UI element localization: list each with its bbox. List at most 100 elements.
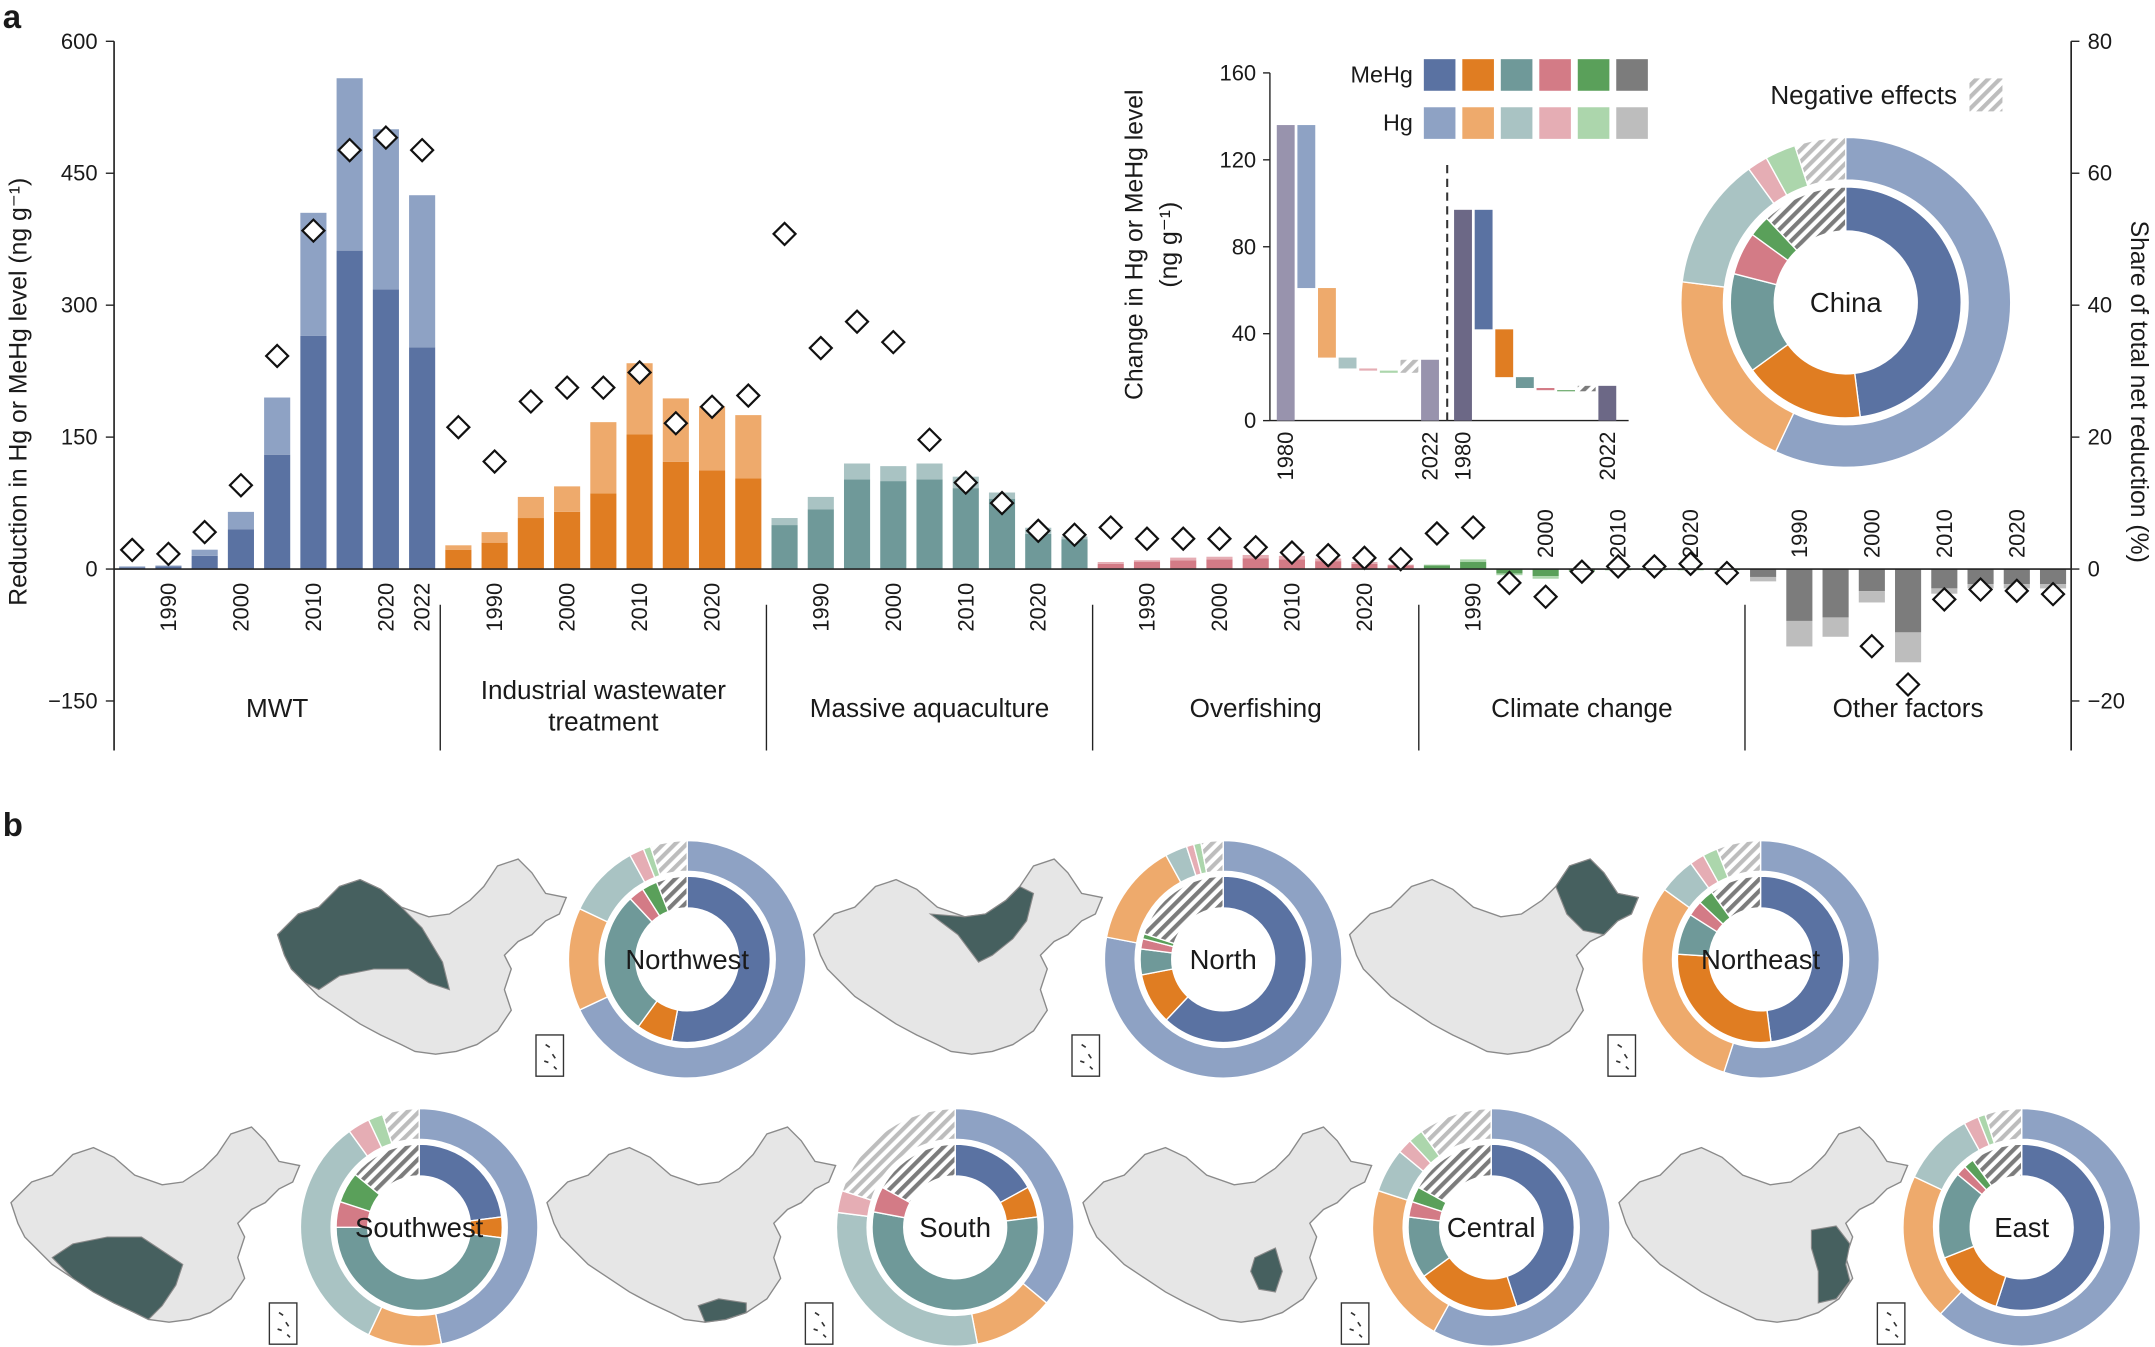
waterfall-end xyxy=(1421,359,1439,421)
bar-mehg xyxy=(1170,560,1197,570)
donut-segment xyxy=(1420,1107,1492,1158)
x-tick-label: 2010 xyxy=(1279,583,1304,632)
bar-mehg xyxy=(880,481,907,570)
bar-hg xyxy=(264,397,291,455)
bar-mehg xyxy=(807,509,834,570)
china-outline xyxy=(1618,1126,1909,1323)
share-marker xyxy=(1206,526,1233,552)
bar-hg xyxy=(481,532,508,543)
china-outline xyxy=(812,858,1104,1055)
bar-mehg xyxy=(771,525,798,570)
donut-segment xyxy=(1845,186,1962,418)
legend-label: Hg xyxy=(1383,109,1413,135)
donut-segment xyxy=(1103,839,1343,1079)
share-marker xyxy=(337,137,363,163)
share-marker xyxy=(1895,671,1921,698)
bar-mehg xyxy=(699,470,726,570)
x-tick-label: 2000 xyxy=(1207,583,1232,632)
bar-hg xyxy=(1423,564,1450,566)
bar-hg xyxy=(191,549,218,556)
share-marker xyxy=(518,388,544,415)
donut-segment xyxy=(381,1107,420,1145)
donut-label: Northeast xyxy=(1701,944,1820,975)
bar-mehg xyxy=(336,250,363,570)
region-highlight xyxy=(276,879,451,991)
bar-hg xyxy=(227,511,254,530)
x-tick-label: 2000 xyxy=(1859,509,1884,558)
bar-mehg xyxy=(554,511,581,570)
share-marker xyxy=(192,519,218,545)
x-tick-label: 1990 xyxy=(808,583,833,632)
share-marker xyxy=(1859,633,1885,659)
y2-tick-label: 80 xyxy=(2088,29,2112,54)
bar-mehg xyxy=(445,549,472,570)
x-tick-label: 2010 xyxy=(953,583,978,632)
legend-swatch xyxy=(1616,107,1648,139)
waterfall-step xyxy=(1495,329,1514,378)
y-tick-label: −150 xyxy=(48,688,97,713)
region-map xyxy=(1618,1126,1909,1345)
y2-tick-label: 0 xyxy=(2088,557,2100,582)
x-tick-label: 1990 xyxy=(156,583,181,632)
waterfall-step xyxy=(1515,377,1534,389)
inset-y-tick-label: 40 xyxy=(1232,321,1256,346)
donut-label: Southwest xyxy=(355,1212,484,1243)
bar-mehg xyxy=(735,478,762,570)
islands xyxy=(1885,1311,1899,1338)
island-inset xyxy=(1340,1302,1370,1345)
donut-segment xyxy=(1433,1107,1611,1347)
x-tick-label: 1990 xyxy=(1787,509,1812,558)
bar-mehg xyxy=(372,289,399,570)
share-marker xyxy=(445,414,471,440)
y-tick-label: 300 xyxy=(61,293,98,318)
legend-swatch xyxy=(1616,59,1648,91)
x-tick-label: 2000 xyxy=(555,583,580,632)
waterfall-step xyxy=(1379,370,1398,373)
donut-label: East xyxy=(1994,1212,2049,1243)
share-marker xyxy=(808,335,834,361)
island-inset xyxy=(535,1034,565,1077)
share-marker xyxy=(735,382,761,409)
x-tick-label: 2010 xyxy=(301,583,326,632)
x-tick-label: 2010 xyxy=(1606,509,1631,558)
bar-hg xyxy=(880,466,907,482)
inset-x-label: 1980 xyxy=(1273,432,1298,481)
donut-label: South xyxy=(919,1212,991,1243)
y-axis-label: Reduction in Hg or MeHg level (ng g⁻¹) xyxy=(6,178,33,606)
bar-hg xyxy=(1097,562,1124,564)
islands xyxy=(543,1043,558,1070)
bar-mehg xyxy=(1423,565,1450,570)
bar-mehg xyxy=(662,461,689,570)
y2-tick-label: 40 xyxy=(2088,293,2112,318)
bar-mehg xyxy=(481,542,508,570)
share-marker xyxy=(627,359,653,386)
share-marker xyxy=(1243,534,1269,560)
bar-hg xyxy=(445,545,472,550)
bar-mehg xyxy=(1460,562,1487,570)
bar-mehg xyxy=(227,529,254,570)
inset-y-label: (ng g⁻¹) xyxy=(1156,202,1183,288)
island-inset xyxy=(804,1302,834,1345)
x-tick-label: 1990 xyxy=(1461,583,1486,632)
negative-legend-label: Negative effects xyxy=(1770,80,1957,110)
share-marker xyxy=(1605,553,1631,579)
bar-mehg xyxy=(1895,569,1922,633)
china-outline xyxy=(546,1126,837,1323)
share-marker xyxy=(1569,559,1595,585)
share-marker xyxy=(989,490,1015,516)
waterfall-step xyxy=(1318,288,1336,358)
share-marker xyxy=(1170,526,1196,552)
share-marker xyxy=(1025,518,1051,544)
share-marker xyxy=(1424,520,1450,546)
bar-mehg xyxy=(264,454,291,570)
donut-segment xyxy=(1710,875,1762,919)
islands xyxy=(1349,1311,1363,1338)
bar-hg xyxy=(807,496,834,510)
bar-mehg xyxy=(1786,569,1813,621)
inset-x-label: 1980 xyxy=(1451,432,1476,481)
share-marker xyxy=(482,448,508,475)
bar-hg xyxy=(1206,556,1233,560)
region-map xyxy=(812,858,1104,1077)
bar-hg xyxy=(1460,559,1487,563)
